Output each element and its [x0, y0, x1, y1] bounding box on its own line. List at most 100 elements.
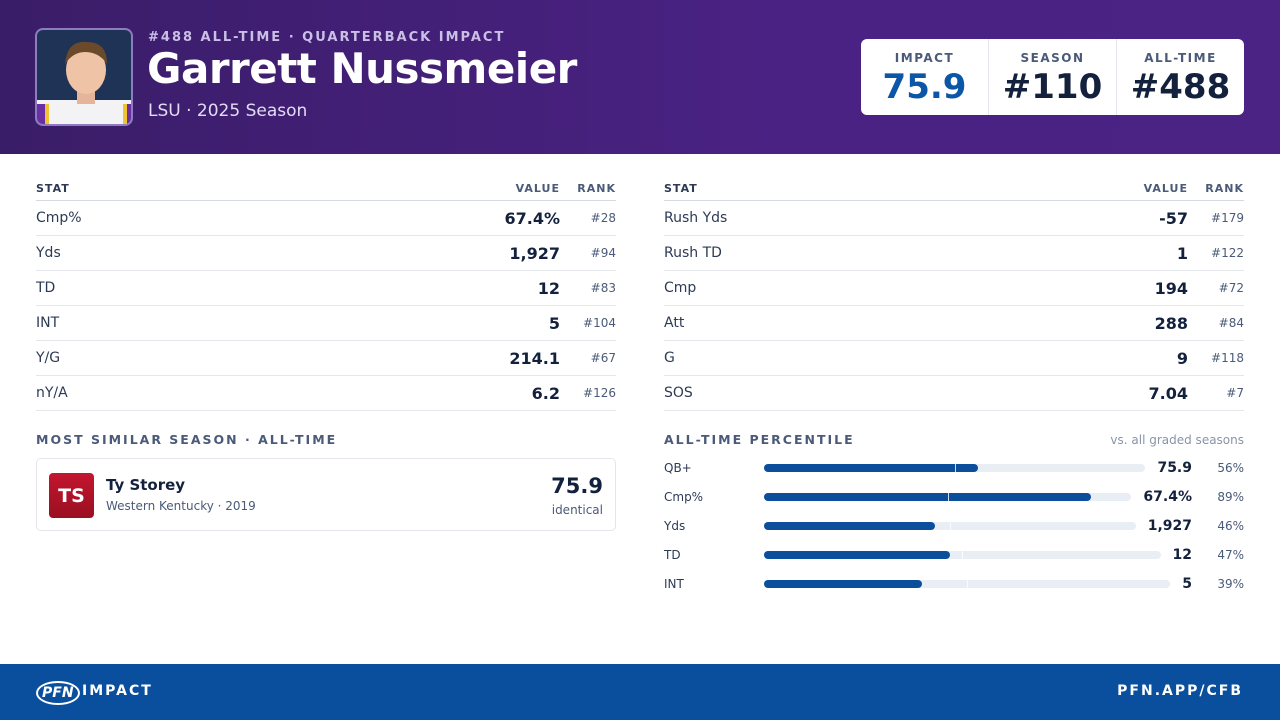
section-title: ALL-TIME PERCENTILE — [664, 432, 855, 447]
photo-art — [37, 41, 131, 124]
similar-detail: Western Kentucky · 2019 — [106, 499, 256, 513]
table-row: SOS 7.04 #7 — [664, 376, 1244, 411]
percentile-label: 46% — [1217, 519, 1244, 533]
table-row: G 9 #118 — [664, 341, 1244, 376]
stat-rank: #118 — [1211, 351, 1244, 365]
percentile-bar — [764, 522, 935, 530]
stat-value: 5 — [548, 313, 560, 333]
percentile-row: TD 12 47% — [664, 545, 1244, 565]
column-header: VALUE — [1143, 181, 1188, 195]
median-marker — [967, 580, 969, 588]
score-value: #488 — [1130, 67, 1231, 107]
percentile-stat: TD — [664, 548, 681, 562]
percentile-stat: QB+ — [664, 461, 692, 475]
stat-name: Cmp% — [36, 210, 82, 226]
eyebrow: #488 ALL-TIME · QUARTERBACK IMPACT — [148, 30, 506, 45]
stat-name: Cmp — [664, 280, 697, 296]
median-marker — [962, 551, 964, 559]
table-row: Cmp% 67.4% #28 — [36, 201, 616, 236]
stat-rank: #83 — [590, 281, 616, 295]
score-box: IMPACT 75.9 SEASON #110 ALL-TIME #488 — [861, 39, 1244, 115]
stat-value: 9 — [1176, 348, 1188, 368]
stat-rank: #72 — [1218, 281, 1244, 295]
stat-table: STAT VALUE RANK Cmp% 67.4% #28 Yds 1,927 #94 TD 12… — [36, 176, 616, 411]
stat-rank: #28 — [590, 211, 616, 225]
percentile-track — [764, 580, 1171, 588]
median-marker — [954, 464, 956, 472]
percentile-row: QB+ 75.9 56% — [664, 458, 1244, 478]
stat-value: 214.1 — [509, 348, 560, 368]
stat-rank: #67 — [590, 351, 616, 365]
stat-value: 6.2 — [531, 383, 560, 403]
similar-note: identical — [551, 503, 603, 517]
stat-name: G — [664, 350, 675, 366]
percentile-label: 56% — [1217, 461, 1244, 475]
percentile-row: Cmp% 67.4% 89% — [664, 487, 1244, 507]
percentile-stat: Yds — [664, 519, 686, 533]
table-row: Att 288 #84 — [664, 306, 1244, 341]
percentile-label: 89% — [1217, 490, 1244, 504]
similar-card: TS Ty Storey Western Kentucky · 2019 75.… — [36, 458, 616, 531]
stat-name: SOS — [664, 385, 693, 401]
table-row: Y/G 214.1 #67 — [36, 341, 616, 376]
footer: PFN IMPACT PFN.APP/CFB — [0, 664, 1280, 720]
table-header: STAT VALUE RANK — [36, 176, 616, 201]
percentile-value: 75.9 — [1157, 460, 1192, 476]
score-label: SEASON — [1020, 51, 1085, 65]
percentile-stat: INT — [664, 577, 684, 591]
stat-rank: #126 — [583, 386, 616, 400]
percentile-track — [764, 464, 1146, 472]
stat-value: 288 — [1154, 313, 1188, 333]
percentile-value: 67.4% — [1143, 489, 1192, 505]
table-row: nY/A 6.2 #126 — [36, 376, 616, 411]
footer-url[interactable]: PFN.APP/CFB — [1117, 683, 1243, 699]
stat-value: 12 — [537, 278, 560, 298]
stat-name: Y/G — [36, 350, 61, 366]
stat-rank: #94 — [590, 246, 616, 260]
table-row: TD 12 #83 — [36, 271, 616, 306]
percentile-label: 39% — [1217, 577, 1244, 591]
column-header: STAT — [36, 181, 70, 195]
score-cell: IMPACT 75.9 — [861, 39, 988, 115]
initials-badge: TS — [49, 473, 94, 518]
player-photo — [35, 28, 133, 126]
stat-name: Att — [664, 315, 685, 331]
median-marker — [947, 493, 949, 501]
score-value: #110 — [1002, 67, 1103, 107]
percentile-track — [764, 551, 1161, 559]
percentile-bar — [764, 464, 978, 472]
median-marker — [949, 522, 951, 530]
percentile-row: Yds 1,927 46% — [664, 516, 1244, 536]
stat-name: TD — [36, 280, 56, 296]
stat-name: INT — [36, 315, 60, 331]
score-label: ALL-TIME — [1144, 51, 1217, 65]
table-row: Rush Yds -57 #179 — [664, 201, 1244, 236]
section-title: MOST SIMILAR SEASON · ALL-TIME — [36, 432, 338, 447]
percentile-bar — [764, 551, 951, 559]
stat-rank: #84 — [1218, 316, 1244, 330]
percentile-value: 12 — [1172, 547, 1192, 563]
score-cell: SEASON #110 — [988, 39, 1116, 115]
stat-value: 1 — [1176, 243, 1188, 263]
logo: PFN — [36, 681, 80, 705]
score-cell: ALL-TIME #488 — [1116, 39, 1244, 115]
table-row: INT 5 #104 — [36, 306, 616, 341]
stat-rank: #7 — [1226, 386, 1244, 400]
table-row: Yds 1,927 #94 — [36, 236, 616, 271]
percentile-bar — [764, 580, 923, 588]
brand: IMPACT — [82, 683, 153, 699]
percentile-stat: Cmp% — [664, 490, 704, 504]
stat-rank: #104 — [583, 316, 616, 330]
stat-name: Rush TD — [664, 245, 722, 261]
percentile-track — [764, 522, 1136, 530]
similar-name: Ty Storey — [106, 476, 186, 494]
similar-score: 75.9 — [551, 474, 603, 498]
stat-value: -57 — [1159, 208, 1188, 228]
percentile-note: vs. all graded seasons — [1110, 433, 1244, 447]
stat-name: Rush Yds — [664, 210, 728, 226]
stat-name: nY/A — [36, 385, 68, 401]
stat-table: STAT VALUE RANK Rush Yds -57 #179 Rush TD 1 #122… — [664, 176, 1244, 411]
column-header: STAT — [664, 181, 698, 195]
